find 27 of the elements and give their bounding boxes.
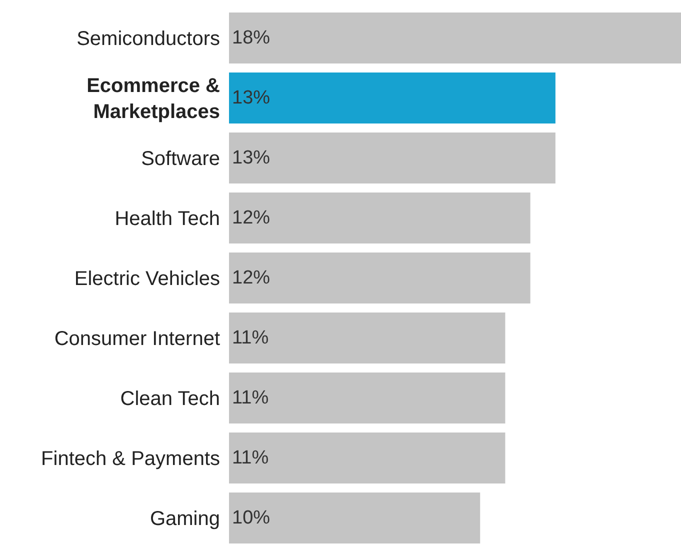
data-label: 12% [232, 268, 270, 288]
y-tick-label: Gaming [150, 508, 220, 530]
bar [229, 132, 556, 184]
y-tick-label: Software [141, 148, 220, 170]
bar [229, 252, 530, 304]
y-tick-label: Fintech & Payments [41, 448, 220, 470]
data-label: 10% [232, 508, 270, 528]
y-tick-label: Semiconductors [76, 28, 220, 50]
y-tick-label: Consumer Internet [54, 328, 220, 350]
data-label: 12% [232, 208, 270, 228]
y-tick-label: Electric Vehicles [74, 268, 220, 290]
bar [229, 192, 530, 244]
bar [229, 372, 506, 424]
data-label: 11% [232, 388, 269, 408]
bar [229, 492, 480, 544]
y-tick-label: Health Tech [114, 208, 220, 230]
data-label: 18% [232, 28, 270, 48]
data-label: 11% [232, 448, 269, 468]
data-label: 13% [232, 88, 270, 108]
y-tick-label: Clean Tech [120, 388, 220, 410]
bar [229, 312, 506, 364]
bar [229, 12, 681, 64]
bar [229, 432, 506, 484]
data-label: 13% [232, 148, 270, 168]
data-label: 11% [232, 328, 269, 348]
y-tick-label: Ecommerce & Marketplaces [86, 75, 220, 123]
bar [229, 72, 556, 124]
